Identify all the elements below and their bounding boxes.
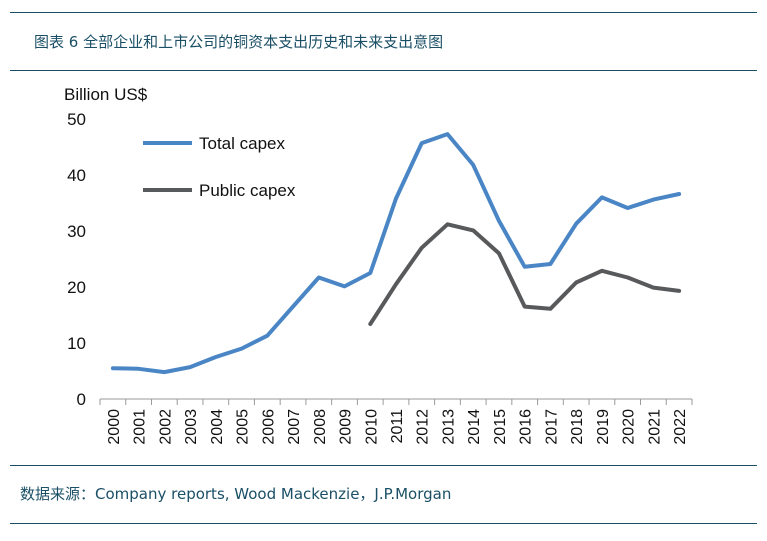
- public-capex-point: [420, 246, 424, 250]
- x-tick-label: 2011: [389, 409, 406, 444]
- y-axis-label: Billion US$: [64, 85, 148, 104]
- public-capex-point: [574, 281, 578, 285]
- source-note: 数据来源：Company reports, Wood Mackenzie，J.P…: [20, 485, 452, 503]
- y-tick-label: 10: [67, 334, 86, 353]
- x-tick-label: 2013: [440, 409, 457, 445]
- top-rule: [10, 12, 757, 13]
- caption-rule: [10, 70, 757, 71]
- public-capex-point: [523, 305, 527, 309]
- x-tick-label: 2021: [646, 409, 663, 445]
- total-capex-point: [574, 222, 578, 226]
- x-tick-label: 2009: [338, 409, 355, 445]
- public-capex-point: [677, 289, 681, 293]
- total-capex-point: [445, 132, 449, 136]
- x-tick-label: 2010: [363, 409, 380, 445]
- y-tick-label: 50: [67, 110, 86, 129]
- x-tick-label: 2005: [235, 409, 252, 445]
- total-capex-point: [626, 206, 630, 210]
- y-tick-label: 0: [77, 390, 86, 409]
- public-capex-point: [368, 322, 372, 326]
- x-tick-label: 2019: [595, 409, 612, 445]
- x-tick-label: 2002: [157, 409, 174, 445]
- y-tick-label: 30: [67, 222, 86, 241]
- total-capex-point: [137, 367, 141, 371]
- x-tick-label: 2017: [543, 409, 560, 445]
- y-axis: 0 10 20 30 40 50: [67, 110, 86, 409]
- source-rule-top: [10, 465, 757, 466]
- x-tick-label: 2016: [518, 409, 535, 445]
- x-tick-label: 2004: [209, 409, 226, 445]
- x-tick-label: 2007: [286, 409, 303, 445]
- y-tick-label: 20: [67, 278, 86, 297]
- total-capex-point: [394, 197, 398, 201]
- x-tick-label: 2003: [183, 409, 200, 445]
- total-capex-point: [497, 219, 501, 223]
- x-tick-label: 2006: [260, 409, 277, 445]
- total-capex-point: [523, 265, 527, 269]
- public-capex-point: [651, 286, 655, 290]
- public-capex-point: [600, 269, 604, 273]
- x-tick-label: 2022: [672, 409, 689, 445]
- total-capex-point: [420, 141, 424, 145]
- total-capex-point: [343, 284, 347, 288]
- total-capex-point: [317, 275, 321, 279]
- public-capex-point: [394, 282, 398, 286]
- chart-area: Billion US$ 0 10 20 30 40 50 2000 2001 2002 2003…: [0, 70, 767, 465]
- total-capex-point: [548, 262, 552, 266]
- total-capex-point: [677, 192, 681, 196]
- total-capex-point: [368, 271, 372, 275]
- total-capex-point: [651, 198, 655, 202]
- x-tick-label: 2015: [492, 409, 509, 445]
- x-tick-label: 2001: [132, 409, 149, 445]
- total-capex-line: [110, 132, 682, 375]
- total-capex-point: [188, 365, 192, 369]
- total-capex-point: [162, 370, 166, 374]
- public-capex-line: [368, 222, 682, 326]
- x-tick-label: 2008: [312, 409, 329, 445]
- bottom-rule: [10, 523, 757, 524]
- total-capex-point: [240, 347, 244, 351]
- public-capex-point: [626, 275, 630, 279]
- y-tick-label: 40: [67, 166, 86, 185]
- x-tick-label: 2012: [415, 409, 432, 445]
- legend: Total capex Public capex: [143, 134, 296, 200]
- total-capex-point: [291, 305, 295, 309]
- total-capex-point: [265, 334, 269, 338]
- series-lines: [110, 132, 682, 375]
- public-capex-point: [497, 251, 501, 255]
- total-capex-point: [111, 366, 115, 370]
- total-capex-point: [600, 195, 604, 199]
- legend-label: Total capex: [199, 134, 285, 153]
- x-axis: 2000 2001 2002 2003 2004 2005 2006 2007 2008 2009…: [99, 398, 693, 445]
- x-tick-label: 2000: [106, 409, 123, 445]
- legend-label: Public capex: [199, 181, 296, 200]
- x-tick-label: 2020: [621, 409, 638, 445]
- public-capex-point: [548, 307, 552, 311]
- public-capex-point: [471, 228, 475, 232]
- copper-capex-line-chart: Billion US$ 0 10 20 30 40 50 2000 2001 2002 2003…: [64, 85, 693, 445]
- figure-caption: 图表 6 全部企业和上市公司的铜资本支出历史和未来支出意图: [34, 33, 444, 51]
- public-capex-point: [445, 222, 449, 226]
- total-capex-point: [214, 355, 218, 359]
- total-capex-point: [471, 163, 475, 167]
- x-tick-label: 2018: [569, 409, 586, 445]
- x-tick-label: 2014: [466, 409, 483, 445]
